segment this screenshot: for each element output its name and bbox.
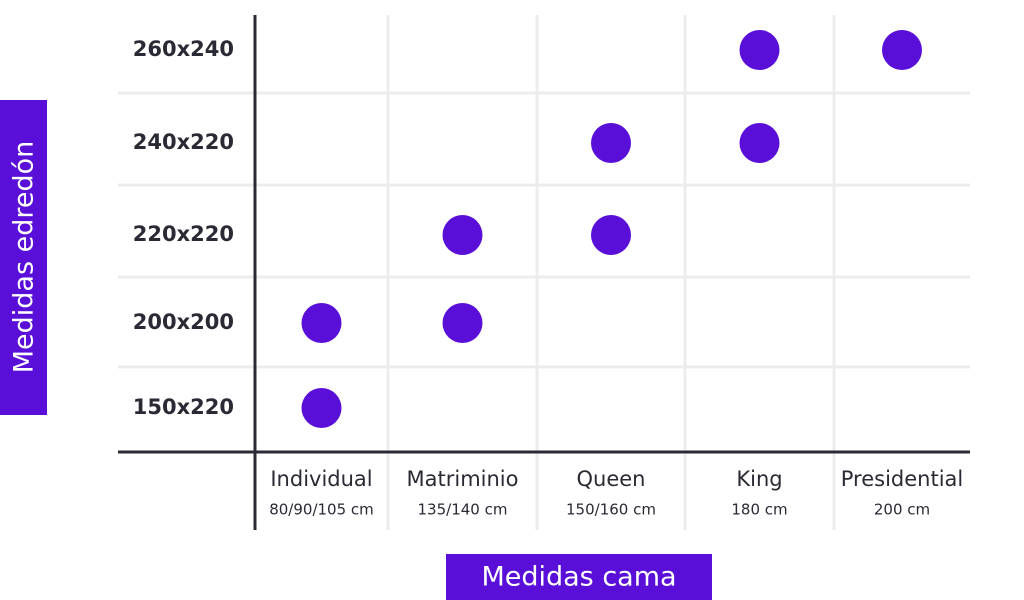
row-label: 200x200: [133, 310, 234, 334]
row-label: 150x220: [133, 395, 234, 419]
y-axis-label: Medidas edredón: [9, 141, 40, 374]
column-name: Queen: [577, 467, 646, 491]
column-size: 80/90/105 cm: [269, 501, 374, 519]
column-name: Matriminio: [407, 467, 519, 491]
fit-dot: [882, 30, 922, 70]
fit-dot: [301, 388, 342, 428]
x-axis-label: Medidas cama: [481, 562, 676, 593]
column-name: Individual: [270, 467, 372, 491]
column-name: Presidential: [841, 467, 964, 491]
column-name: King: [736, 467, 782, 491]
y-axis-box: [0, 100, 47, 415]
row-label: 260x240: [133, 37, 234, 61]
fit-dot: [442, 215, 483, 255]
fit-dot: [301, 303, 342, 343]
fit-dot: [591, 123, 631, 163]
column-size: 180 cm: [731, 501, 787, 519]
x-axis-box: [446, 554, 712, 600]
fit-dot: [739, 123, 780, 163]
fit-dot: [442, 303, 483, 343]
fit-dot: [591, 215, 631, 255]
column-size: 200 cm: [874, 501, 930, 519]
column-size: 150/160 cm: [566, 501, 656, 519]
row-label: 220x220: [133, 222, 234, 246]
column-size: 135/140 cm: [418, 501, 508, 519]
fit-dot: [739, 30, 780, 70]
row-label: 240x220: [133, 130, 234, 154]
